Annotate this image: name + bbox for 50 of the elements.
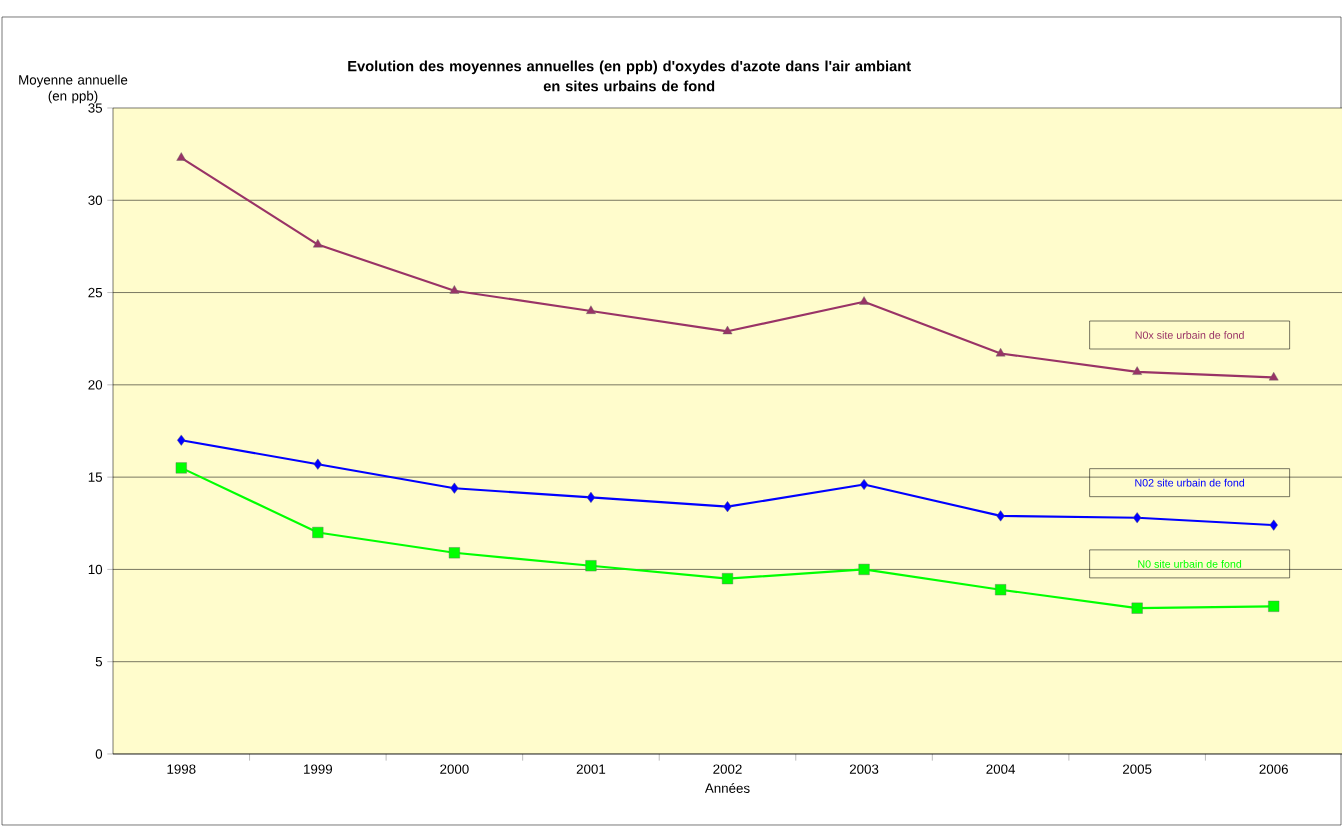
chart-title: Evolution des moyennes annuelles (en ppb) d'oxydes d'azote dans l'air ambiant en sites urbains de fond [348,60,911,92]
x-tick-label: 2003 [849,764,879,774]
x-tick-label: 2002 [713,764,742,774]
point [177,434,186,446]
point [176,152,187,161]
text: N02 site urbain de fond [1135,478,1245,487]
point [1132,512,1142,524]
x-tick-label: 2004 [986,764,1016,774]
point [312,526,324,539]
x-axis-title: Années [704,782,750,793]
point [721,573,734,585]
x-tick-label: 2006 [1259,764,1288,774]
point [1132,366,1142,375]
point [859,478,869,491]
point [859,296,869,305]
point [722,325,733,335]
point [1268,371,1279,381]
point [450,482,459,494]
y-tick-label: 30 [88,195,103,205]
y-tick-label: 15 [88,472,103,482]
text: N0x site urbain de fond [1135,331,1244,339]
point [1269,519,1278,531]
y-tick-label: 10 [88,564,103,575]
point [313,458,323,470]
x-tick-label: 2000 [440,764,469,774]
y-tick-label: 5 [95,657,103,667]
y-tick-label: 25 [88,287,103,298]
point [313,239,323,248]
x-tick-label: 2001 [576,764,606,774]
point [586,305,596,314]
point [586,491,596,503]
x-tick-label: 2005 [1123,764,1152,774]
x-tick-label: 1999 [304,764,333,774]
point [995,347,1006,357]
point [1131,602,1143,614]
text: N0 site urbain de fond [1138,559,1242,568]
x-tick-label: 1998 [167,764,196,774]
y-tick-label: 0 [95,749,103,759]
point [858,563,870,575]
y-tick-label: 35 [88,103,103,113]
point [448,547,460,559]
y-axis-title: Moyenne annuelle (en ppb) [19,74,128,104]
point [723,501,732,513]
point [996,510,1005,522]
point [449,285,460,294]
point [175,462,187,474]
y-tick-label: 20 [88,380,103,390]
point [585,560,597,572]
point [995,584,1007,596]
point [1268,600,1280,612]
